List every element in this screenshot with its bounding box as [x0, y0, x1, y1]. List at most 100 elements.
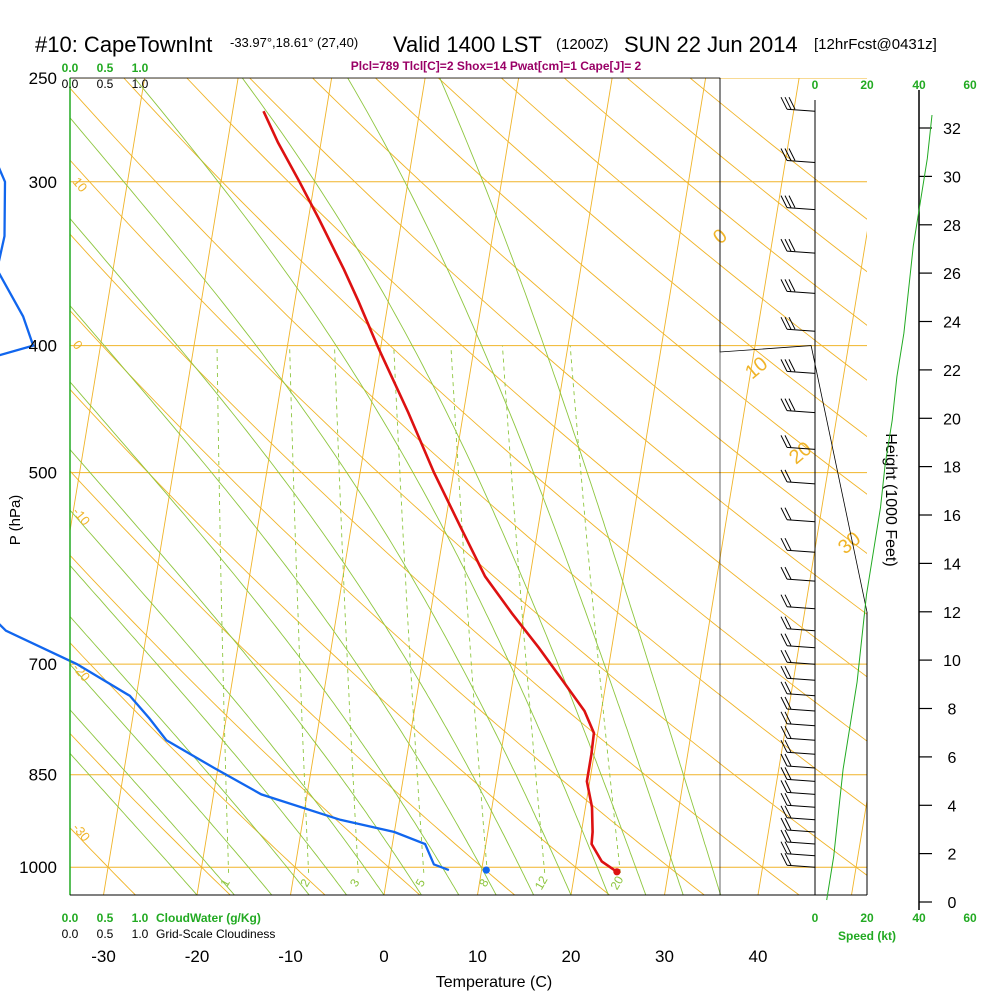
wind-barb — [786, 446, 816, 450]
isotherm-line — [945, 78, 1000, 895]
wind-barb-flag — [780, 753, 788, 767]
cloudwater-scale-bottom: 0.0 — [62, 911, 79, 925]
wind-barb-flag — [780, 681, 788, 695]
speed-scale-bottom: 40 — [912, 911, 926, 925]
moist-adiabat — [70, 663, 273, 895]
wind-barb-flag — [780, 316, 788, 330]
moist-adiabat — [439, 78, 722, 895]
moist-adiabat — [70, 381, 460, 895]
wind-barb — [786, 549, 816, 553]
moist-adiabat — [70, 117, 572, 895]
mixing-ratio-label: 12 — [532, 873, 551, 892]
wind-barb — [786, 804, 816, 808]
dewpoint-profile-line — [0, 167, 450, 872]
moist-adiabat — [70, 564, 347, 895]
wind-barb-flag — [780, 767, 788, 780]
dry-adiabat — [438, 78, 867, 438]
height-tick-label: 30 — [943, 169, 961, 186]
wind-barb-flag — [780, 195, 788, 208]
wind-barb — [786, 661, 816, 665]
wind-barb — [786, 519, 816, 523]
wind-barb-flag — [784, 594, 792, 607]
height-tick-label: 10 — [943, 653, 961, 670]
isotherm-line — [103, 78, 239, 895]
moist-adiabat — [347, 78, 684, 895]
wind-barb-flag — [780, 398, 788, 411]
height-tick-label: 28 — [943, 218, 961, 235]
isotherm-line — [757, 230, 867, 895]
wind-barb-flag — [784, 148, 792, 161]
cloudwater-label: CloudWater (g/Kg) — [156, 911, 261, 925]
wind-barb-flag — [788, 316, 796, 330]
wind-barb-flag — [784, 792, 792, 806]
wind-barb — [786, 160, 816, 163]
wind-barb-flag — [784, 711, 792, 725]
height-tick-label: 20 — [943, 411, 961, 428]
wind-barb — [786, 751, 816, 755]
wind-barb-flag — [780, 566, 788, 580]
wind-barb-flag — [784, 279, 792, 292]
wind-barb — [786, 765, 816, 769]
wind-barb-flag — [780, 805, 788, 819]
dry-adiabat — [70, 642, 326, 895]
mixing-ratio-line — [289, 345, 310, 873]
wind-barb-flag — [780, 725, 788, 739]
moist-adiabat — [70, 752, 198, 895]
wind-barb-flag — [788, 359, 796, 372]
wind-barb — [786, 481, 816, 485]
dry-adiabat — [564, 78, 867, 326]
cloudiness-scale-bottom: 1.0 — [132, 927, 149, 941]
adiabat-label: -30 — [70, 820, 94, 844]
temperature-tick-label: 0 — [379, 947, 388, 966]
wind-barb-flag — [780, 507, 788, 520]
plot-right-border — [719, 78, 868, 895]
chart-title: #10: CapeTownInt -33.97°,18.61° (27,40) … — [35, 32, 937, 57]
speed-scale-top: 60 — [963, 78, 977, 92]
wind-barb-flag — [780, 780, 788, 793]
dry-adiabat — [70, 827, 136, 895]
wind-barb-flag — [780, 841, 788, 854]
wind-barb — [786, 628, 816, 632]
speed-scale-top: 20 — [860, 78, 874, 92]
wind-barb-flag — [784, 195, 792, 208]
isotherm-line — [664, 78, 800, 895]
wind-barb — [786, 370, 816, 374]
wind-barb — [786, 606, 816, 610]
wind-barb — [786, 864, 816, 868]
wind-barb-flag — [784, 537, 792, 551]
temperature-tick-label: -20 — [185, 947, 210, 966]
wind-barb-flag — [784, 696, 792, 710]
height-tick-label: 2 — [948, 847, 957, 864]
wind-barb-flag — [780, 148, 788, 161]
pressure-tick-label: 500 — [29, 464, 57, 483]
isotherm-line — [383, 78, 520, 895]
speed-label: Speed (kt) — [838, 929, 896, 943]
dry-adiabat — [70, 470, 515, 895]
moist-adiabat — [70, 217, 535, 895]
temperature-tick-label: 20 — [562, 947, 581, 966]
wind-barb-flag — [780, 711, 788, 725]
moist-adiabat — [70, 709, 235, 895]
pressure-tick-label: 1000 — [19, 858, 57, 877]
plot-frame — [69, 77, 721, 896]
speed-scale-top: 40 — [912, 78, 926, 92]
wind-barb-flag — [780, 616, 788, 629]
cloudiness-scale-top: 0.5 — [97, 77, 114, 91]
moist-adiabat — [134, 78, 609, 895]
adiabat-label: -10 — [70, 504, 94, 528]
moist-adiabat — [241, 78, 647, 895]
wind-barb — [786, 841, 816, 845]
pressure-tick-label: 400 — [29, 337, 57, 356]
wind-speed-profile — [826, 114, 933, 901]
wind-barb-flag — [780, 435, 788, 448]
wind-barb-flag — [788, 148, 796, 161]
wind-barb-flag — [784, 359, 792, 372]
wind-barb-flag — [784, 398, 792, 411]
dry-adiabat — [312, 78, 867, 555]
wind-barb-flag — [788, 279, 796, 292]
title-location: -33.97°,18.61° (27,40) — [230, 35, 358, 50]
wind-barb-flag — [780, 594, 788, 607]
height-tick-label: 32 — [943, 121, 961, 138]
wind-barb-flag — [784, 753, 792, 767]
temperature-profile-line — [262, 110, 618, 873]
